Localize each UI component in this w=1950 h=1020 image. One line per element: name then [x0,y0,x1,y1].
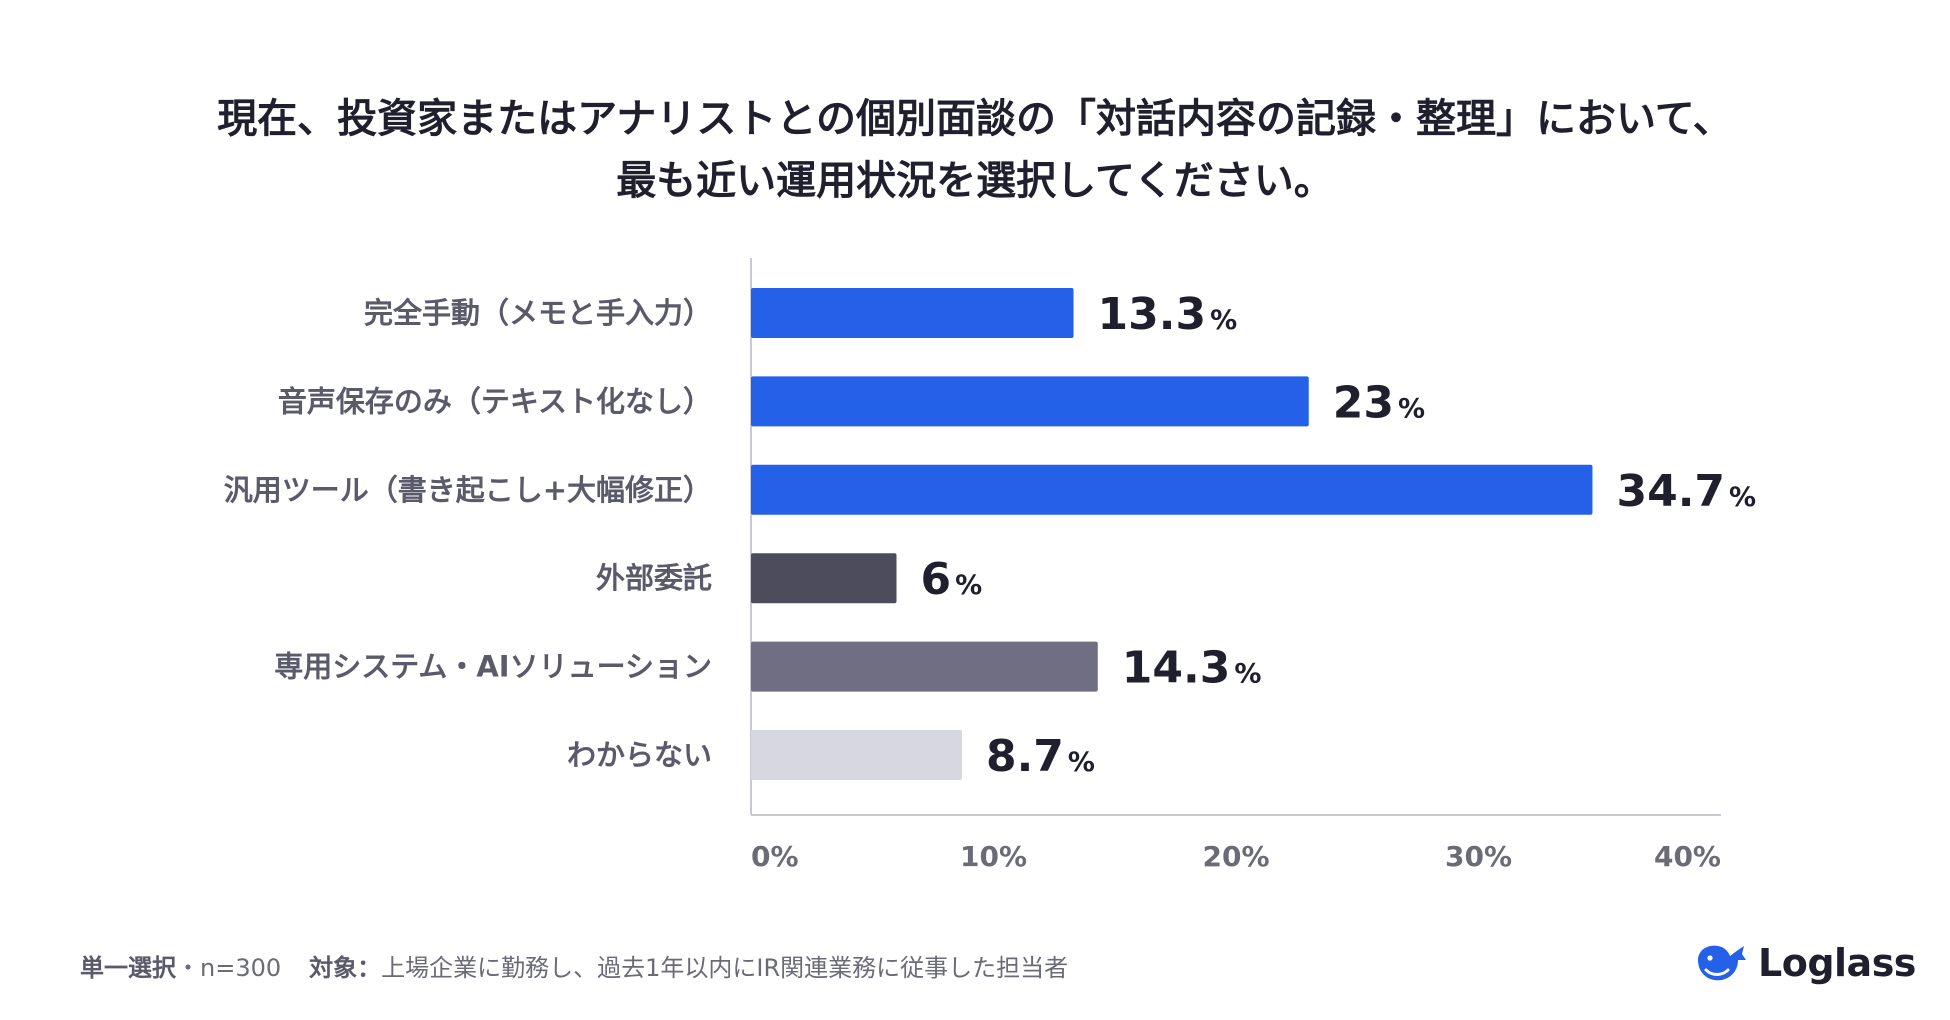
category-label: 音声保存のみ（テキスト化なし） [278,384,712,418]
bar [751,641,1098,692]
value-unit: % [955,570,982,601]
category-label: 専用システム・AIソリューション [274,650,712,684]
footer-note: 単一選択・n=300 対象：上場企業に勤務し、過去1年以内にIR関連業務に従事した… [80,948,1068,983]
bar-chart: 完全手動（メモと手入力） 13.3 % 音声保存のみ（テキスト化なし） 23 % 汎用ツール… [224,258,1756,873]
footer-method-label: 単一選択 [80,954,176,982]
footer-target-text: 上場企業に勤務し、過去1年以内にIR関連業務に従事した担当者 [381,954,1069,982]
x-tick-label: 0% [751,840,799,873]
x-tick-label: 30% [1445,840,1512,873]
footer-target-label: 対象： [309,954,382,982]
value-unit: % [1234,659,1261,690]
bar [751,464,1593,515]
x-tick-label: 40% [1654,840,1721,873]
value-label: 34.7% [1616,466,1756,517]
whale-icon [1698,945,1746,981]
value-unit: % [1068,747,1095,778]
bar [751,376,1309,427]
category-label: わからない [567,738,712,772]
logo-text: Loglass [1758,941,1916,985]
chart-title: 現在、投資家またはアナリストとの個別面談の「対話内容の記録・整理」において、 最… [0,88,1950,212]
value-label: 13.3% [1098,289,1238,340]
value-label: 6% [921,554,983,605]
chart-title-line1: 現在、投資家またはアナリストとの個別面談の「対話内容の記録・整理」において、 [217,96,1733,142]
x-tick-label: 20% [1202,840,1269,873]
brand-logo: Loglass [1694,938,1916,988]
bar [751,288,1074,338]
category-label: 汎用ツール（書き起こし+大幅修正） [224,473,712,507]
footer-sample: ・n=300 [176,954,282,982]
bar [751,730,962,780]
value-unit: % [1398,393,1425,424]
category-label: 外部委託 [596,561,712,595]
bar [751,553,897,604]
value-unit: % [1210,305,1237,336]
value-label: 14.3% [1122,643,1262,694]
value-label: 8.7% [986,731,1095,782]
x-tick-label: 10% [960,840,1027,873]
value-label: 23% [1333,377,1425,428]
chart-title-line2: 最も近い運用状況を選択してください。 [616,158,1334,204]
value-unit: % [1729,482,1756,513]
category-label: 完全手動（メモと手入力） [364,296,712,330]
